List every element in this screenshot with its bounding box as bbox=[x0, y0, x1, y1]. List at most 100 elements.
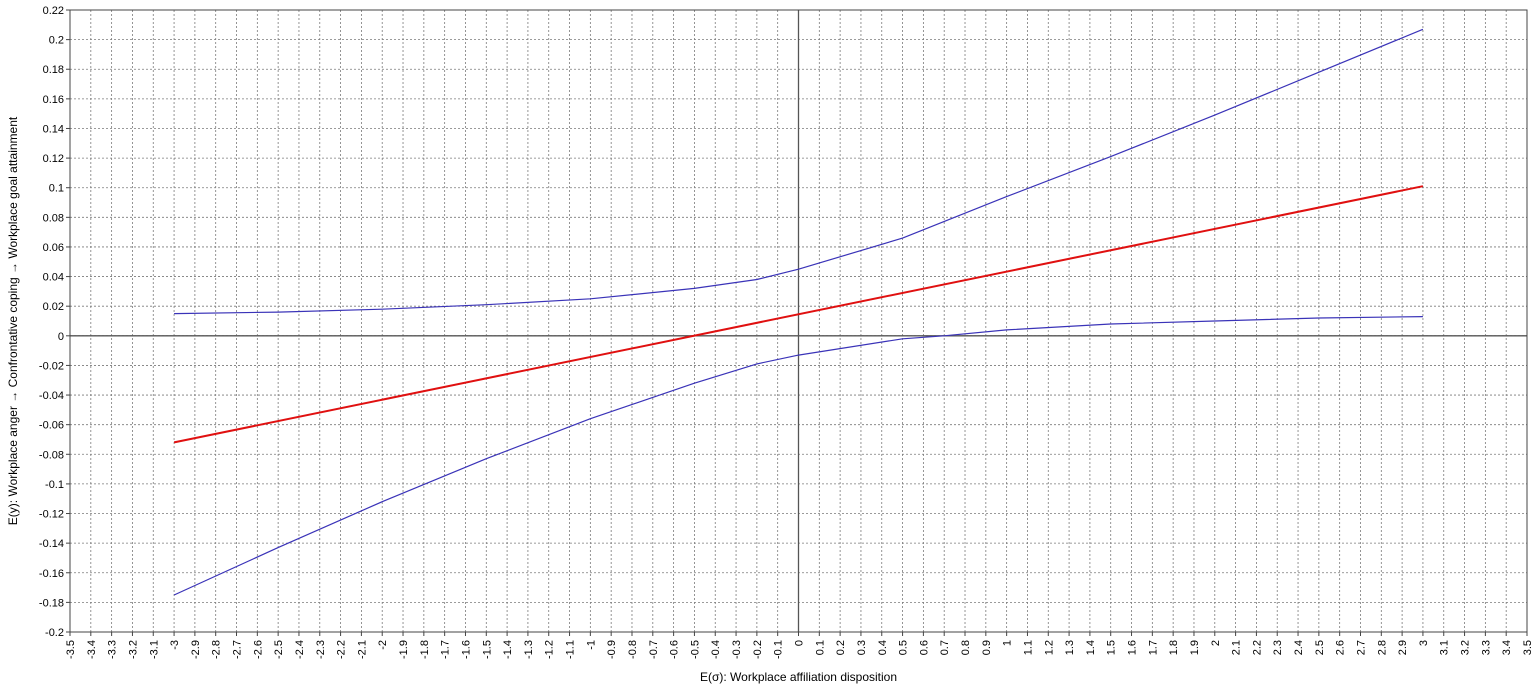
x-tick-label: 1.2 bbox=[1043, 640, 1055, 655]
x-tick-label: -2 bbox=[377, 640, 389, 650]
x-tick-label: 2 bbox=[1210, 640, 1222, 646]
x-axis-title: E(σ): Workplace affiliation disposition bbox=[700, 670, 897, 684]
x-tick-label: -1.9 bbox=[398, 640, 410, 659]
y-tick-label: -0.08 bbox=[39, 449, 64, 461]
y-tick-label: 0 bbox=[58, 331, 64, 343]
x-tick-label: -3.1 bbox=[148, 640, 160, 659]
y-tick-label: 0.04 bbox=[43, 272, 64, 284]
x-tick-label: 2.2 bbox=[1251, 640, 1263, 655]
x-tick-label: 1.7 bbox=[1147, 640, 1159, 655]
x-tick-label: -1 bbox=[585, 640, 597, 650]
x-tick-label: -0.5 bbox=[689, 640, 701, 659]
x-tick-label: 1.6 bbox=[1127, 640, 1139, 655]
x-tick-label: 0.9 bbox=[981, 640, 993, 655]
x-tick-label: -0.7 bbox=[648, 640, 660, 659]
x-tick-label: 0.5 bbox=[898, 640, 910, 655]
y-tick-label: 0.22 bbox=[43, 5, 64, 17]
x-tick-label: 0.4 bbox=[877, 640, 889, 655]
x-tick-label: 2.9 bbox=[1397, 640, 1409, 655]
y-tick-label: -0.1 bbox=[45, 479, 64, 491]
y-tick-label: -0.14 bbox=[39, 538, 64, 550]
x-tick-label: 1.1 bbox=[1022, 640, 1034, 655]
y-tick-label: -0.06 bbox=[39, 420, 64, 432]
y-tick-label: 0.02 bbox=[43, 301, 64, 313]
series bbox=[173, 28, 1424, 596]
x-tick-label: -3.2 bbox=[127, 640, 139, 659]
x-tick-label: 2.5 bbox=[1314, 640, 1326, 655]
y-tick-labels: -0.2 -0.18 -0.16 -0.14 -0.12 -0.1 -0.08 -0.06 -0… bbox=[39, 5, 64, 639]
grid bbox=[66, 9, 1528, 636]
y-tick-label: -0.12 bbox=[39, 509, 64, 521]
x-tick-label: -2.4 bbox=[294, 640, 306, 659]
x-tick-label: 2.4 bbox=[1293, 640, 1305, 655]
x-tick-label: 3.4 bbox=[1501, 640, 1513, 655]
plot-frame bbox=[69, 9, 1528, 633]
x-tick-label: -2.2 bbox=[336, 640, 348, 659]
x-tick-label: -2.7 bbox=[232, 640, 244, 659]
x-tick-label: 0.3 bbox=[856, 640, 868, 655]
y-tick-label: 0.16 bbox=[43, 94, 64, 106]
y-tick-label: -0.16 bbox=[39, 568, 64, 580]
x-tick-label: 3.3 bbox=[1480, 640, 1492, 655]
x-tick-label: -1.4 bbox=[502, 640, 514, 659]
x-tick-label: 2.8 bbox=[1376, 640, 1388, 655]
x-tick-label: -0.4 bbox=[710, 640, 722, 659]
y-tick-label: -0.2 bbox=[45, 627, 64, 639]
x-tick-label: -0.1 bbox=[773, 640, 785, 659]
x-tick-label: 0 bbox=[794, 640, 806, 646]
x-tick-label: 0.2 bbox=[835, 640, 847, 655]
x-tick-labels: -3.5 -3.4 -3.3 -3.2 -3.1 -3 -2.9 -2.8 -2.7 -2.6 -2… bbox=[65, 640, 1534, 659]
x-tick-label: -3.5 bbox=[65, 640, 77, 659]
x-tick-label: 2.7 bbox=[1355, 640, 1367, 655]
x-tick-label: -1.5 bbox=[481, 640, 493, 659]
x-tick-label: -1.8 bbox=[419, 640, 431, 659]
series-line-lower-bound bbox=[173, 316, 1423, 596]
x-tick-label: 2.1 bbox=[1231, 640, 1243, 655]
x-tick-label: -1.7 bbox=[440, 640, 452, 659]
x-tick-label: -2.6 bbox=[252, 640, 264, 659]
x-tick-label: 2.3 bbox=[1272, 640, 1284, 655]
x-tick-label: 1.9 bbox=[1189, 640, 1201, 655]
y-tick-label: 0.06 bbox=[43, 242, 64, 254]
x-tick-label: 1.3 bbox=[1064, 640, 1076, 655]
x-tick-label: 0.1 bbox=[814, 640, 826, 655]
x-tick-label: 1.5 bbox=[1106, 640, 1118, 655]
x-tick-label: -1.1 bbox=[565, 640, 577, 659]
x-tick-label: 3 bbox=[1418, 640, 1430, 646]
x-tick-label: 2.6 bbox=[1335, 640, 1347, 655]
series-line-estimate bbox=[173, 185, 1424, 444]
y-tick-label: 0.1 bbox=[49, 183, 64, 195]
y-tick-label: -0.04 bbox=[39, 390, 64, 402]
y-tick-label: -0.18 bbox=[39, 597, 64, 609]
x-tick-label: -3.4 bbox=[86, 640, 98, 659]
y-axis-title: E(y): Workplace anger → Confrontative co… bbox=[6, 116, 20, 525]
x-tick-label: 3.2 bbox=[1460, 640, 1472, 655]
x-tick-label: 1.8 bbox=[1168, 640, 1180, 655]
x-tick-label: -0.8 bbox=[627, 640, 639, 659]
y-tick-label: 0.2 bbox=[49, 35, 64, 47]
x-tick-label: 0.8 bbox=[960, 640, 972, 655]
x-tick-label: -0.2 bbox=[752, 640, 764, 659]
y-tick-label: 0.18 bbox=[43, 64, 64, 76]
x-tick-label: 3.1 bbox=[1439, 640, 1451, 655]
x-tick-label: -2.1 bbox=[356, 640, 368, 659]
x-tick-label: -0.9 bbox=[606, 640, 618, 659]
x-tick-label: 0.7 bbox=[939, 640, 951, 655]
y-tick-label: -0.02 bbox=[39, 360, 64, 372]
x-tick-label: -1.6 bbox=[460, 640, 472, 659]
x-tick-label: -0.6 bbox=[669, 640, 681, 659]
x-tick-label: -2.8 bbox=[211, 640, 223, 659]
x-tick-label: -3.3 bbox=[107, 640, 119, 659]
x-tick-label: -2.9 bbox=[190, 640, 202, 659]
x-tick-label: -1.3 bbox=[523, 640, 535, 659]
x-tick-label: -2.5 bbox=[273, 640, 285, 659]
x-tick-label: 1 bbox=[1002, 640, 1014, 646]
x-tick-label: 0.6 bbox=[918, 640, 930, 655]
x-tick-label: -2.3 bbox=[315, 640, 327, 659]
x-tick-label: -3 bbox=[169, 640, 181, 650]
x-tick-label: -0.3 bbox=[731, 640, 743, 659]
series-line-upper-bound bbox=[174, 28, 1424, 315]
y-tick-label: 0.08 bbox=[43, 212, 64, 224]
y-tick-label: 0.12 bbox=[43, 153, 64, 165]
